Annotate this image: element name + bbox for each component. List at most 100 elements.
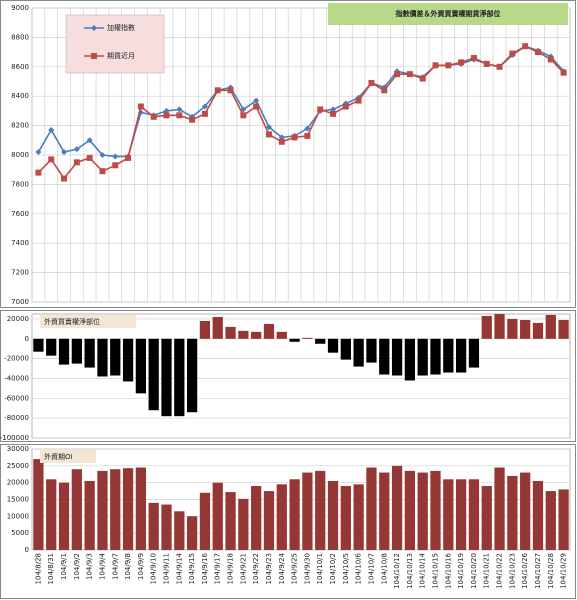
title-box bbox=[40, 450, 96, 463]
marker bbox=[317, 106, 324, 113]
marker bbox=[176, 106, 183, 113]
marker bbox=[547, 56, 554, 63]
bar bbox=[174, 511, 185, 550]
title-box bbox=[328, 3, 568, 25]
y-tick-label: 30000 bbox=[7, 445, 29, 453]
x-tick-label: 104/10/8 bbox=[380, 553, 388, 584]
bar bbox=[33, 459, 44, 550]
marker bbox=[61, 149, 68, 156]
marker bbox=[214, 87, 221, 94]
legend-box bbox=[65, 14, 165, 74]
x-tick-label: 104/10/19 bbox=[457, 553, 465, 589]
bar bbox=[212, 316, 223, 339]
y-tick-label: 8600 bbox=[11, 63, 29, 71]
bar bbox=[353, 484, 364, 550]
marker bbox=[253, 103, 260, 110]
x-tick-label: 104/9/30 bbox=[303, 553, 311, 584]
marker bbox=[48, 127, 55, 134]
bar bbox=[174, 338, 185, 417]
x-tick-label: 104/10/14 bbox=[419, 552, 427, 588]
x-tick-label: 104/9/17 bbox=[214, 553, 222, 584]
panel-frame bbox=[0, 444, 576, 599]
x-tick-label: 104/9/11 bbox=[163, 553, 171, 584]
panel-frame bbox=[0, 0, 576, 308]
x-tick-label: 104/9/4 bbox=[98, 552, 106, 580]
plot-area bbox=[31, 313, 571, 439]
marker bbox=[253, 97, 260, 104]
marker bbox=[61, 175, 68, 182]
bar bbox=[71, 338, 82, 364]
bar bbox=[302, 337, 313, 339]
bar bbox=[443, 479, 454, 550]
x-tick-label: 104/9/23 bbox=[265, 553, 273, 584]
marker bbox=[496, 63, 503, 70]
marker bbox=[86, 154, 93, 161]
y-tick-label: 8200 bbox=[11, 122, 29, 130]
marker bbox=[240, 112, 247, 119]
x-tick-label: 104/10/15 bbox=[432, 553, 440, 589]
bar bbox=[443, 338, 454, 373]
marker bbox=[394, 71, 401, 78]
bar bbox=[366, 467, 377, 550]
y-tick-label: 7800 bbox=[11, 180, 29, 188]
bar bbox=[391, 338, 403, 376]
x-tick-label: 104/10/29 bbox=[560, 553, 568, 589]
bar bbox=[468, 479, 480, 550]
marker bbox=[201, 103, 208, 110]
marker bbox=[534, 49, 541, 56]
bar bbox=[263, 491, 275, 550]
marker bbox=[265, 124, 272, 131]
y-tick-label: -20000 bbox=[4, 355, 29, 363]
bar bbox=[135, 338, 147, 394]
y-tick-label: -40000 bbox=[4, 374, 29, 382]
x-tick-label: 104/9/15 bbox=[188, 553, 196, 584]
marker bbox=[509, 50, 516, 57]
bar bbox=[379, 338, 390, 375]
y-tick-label: 7200 bbox=[11, 269, 29, 277]
bar bbox=[404, 470, 416, 550]
marker bbox=[99, 152, 106, 158]
marker bbox=[406, 71, 413, 78]
marker bbox=[522, 43, 529, 50]
bar bbox=[558, 319, 569, 339]
marker bbox=[445, 62, 452, 69]
marker bbox=[342, 103, 349, 110]
bar bbox=[33, 338, 44, 352]
bar bbox=[327, 480, 339, 550]
marker bbox=[112, 153, 119, 160]
bar bbox=[353, 338, 364, 367]
bar bbox=[520, 319, 531, 339]
bar bbox=[122, 338, 134, 382]
bar bbox=[161, 338, 172, 417]
legend-label: 期貨近月 bbox=[107, 51, 135, 60]
marker bbox=[470, 54, 477, 61]
bar bbox=[289, 338, 300, 342]
bar bbox=[455, 338, 467, 373]
chart-title: 指數價差＆外資買賣權期貨淨部位 bbox=[396, 9, 501, 18]
x-tick-label: 104/9/22 bbox=[252, 553, 260, 584]
bar bbox=[71, 469, 82, 550]
bar bbox=[212, 482, 223, 550]
bar bbox=[379, 472, 390, 550]
bar bbox=[251, 486, 262, 550]
bar bbox=[58, 338, 70, 365]
panel-frame bbox=[0, 310, 576, 442]
x-tick-label: 104/10/2 bbox=[329, 553, 337, 584]
marker bbox=[483, 60, 490, 67]
x-tick-label: 104/10/6 bbox=[355, 552, 363, 584]
bar bbox=[417, 338, 428, 376]
y-tick-label: 0 bbox=[25, 335, 29, 343]
marker bbox=[150, 113, 157, 120]
bar bbox=[481, 315, 492, 339]
bar bbox=[289, 479, 300, 550]
y-tick-label: 8000 bbox=[11, 151, 29, 159]
y-tick-label: 8800 bbox=[11, 33, 29, 41]
x-tick-label: 104/9/9 bbox=[137, 553, 145, 580]
x-tick-label: 104/9/8 bbox=[124, 553, 132, 580]
marker bbox=[304, 132, 311, 139]
x-tick-label: 104/9/25 bbox=[291, 553, 299, 584]
bar bbox=[276, 331, 287, 339]
bar bbox=[494, 314, 505, 339]
x-tick-label: 104/9/3 bbox=[86, 553, 94, 580]
marker bbox=[419, 75, 426, 82]
